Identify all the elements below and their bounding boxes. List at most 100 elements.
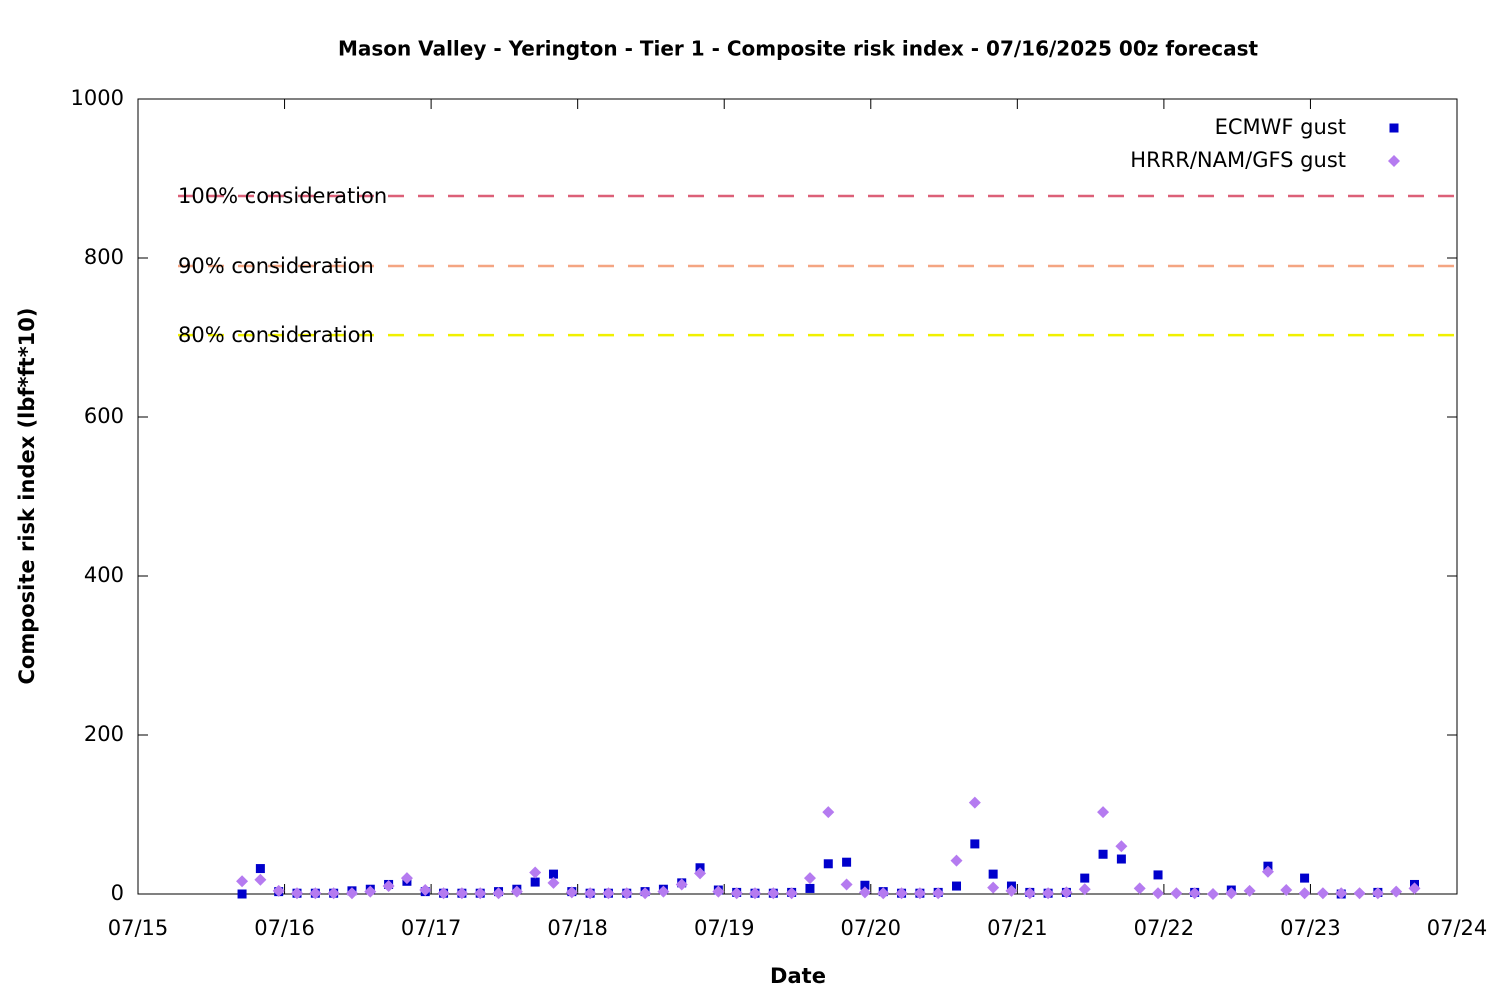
x-tick-label: 07/16 <box>254 916 315 940</box>
point <box>309 887 322 900</box>
x-tick-label: 07/20 <box>841 916 902 940</box>
point <box>547 876 560 889</box>
point <box>913 887 926 900</box>
point <box>1206 888 1219 900</box>
point <box>382 880 395 893</box>
point <box>1005 884 1018 897</box>
point <box>675 878 688 891</box>
y-tick-label: 800 <box>84 245 124 269</box>
plot-frame <box>137 98 1458 895</box>
legend-label: ECMWF gust <box>1215 115 1346 139</box>
point <box>805 883 815 893</box>
point <box>1353 887 1366 900</box>
point <box>840 878 853 891</box>
legend-marker <box>1389 123 1399 133</box>
point <box>1316 887 1329 900</box>
point <box>327 887 340 900</box>
point <box>400 872 413 885</box>
point <box>455 887 468 900</box>
legend-label: HRRR/NAM/GFS gust <box>1130 148 1346 172</box>
point <box>842 857 852 867</box>
point <box>1188 887 1201 900</box>
point <box>968 796 981 809</box>
point <box>877 887 890 900</box>
point <box>345 887 358 900</box>
point <box>254 873 267 886</box>
point <box>1300 873 1310 883</box>
x-tick-label: 07/15 <box>108 916 169 940</box>
point <box>1335 887 1348 900</box>
point <box>1097 806 1110 819</box>
x-tick-label: 07/17 <box>401 916 462 940</box>
point <box>584 887 597 900</box>
point <box>694 867 707 880</box>
point <box>803 872 816 885</box>
point <box>1243 884 1256 897</box>
point <box>1115 840 1128 853</box>
point <box>1152 887 1165 900</box>
point <box>492 887 505 900</box>
x-tick-label: 07/18 <box>547 916 608 940</box>
chart-title: Mason Valley - Yerington - Tier 1 - Comp… <box>338 37 1259 61</box>
point <box>548 869 558 879</box>
point <box>822 806 835 819</box>
point <box>364 885 377 898</box>
point <box>602 887 615 900</box>
point <box>1116 854 1126 864</box>
point <box>823 859 833 869</box>
point <box>237 889 247 899</box>
y-tick-label: 1000 <box>71 86 124 110</box>
x-tick-label: 07/23 <box>1280 916 1341 940</box>
point <box>988 869 998 879</box>
point <box>291 887 304 900</box>
point <box>1060 886 1073 899</box>
reference-label: 80% consideration <box>178 323 374 347</box>
point <box>1170 887 1183 900</box>
x-axis-label: Date <box>770 964 826 988</box>
point <box>987 881 1000 894</box>
point <box>510 885 523 898</box>
y-tick-label: 200 <box>84 722 124 746</box>
y-tick-label: 600 <box>84 404 124 428</box>
point <box>1078 883 1091 896</box>
point <box>437 887 450 900</box>
y-tick-label: 0 <box>111 881 124 905</box>
point <box>1023 887 1036 900</box>
point <box>970 839 980 849</box>
point <box>1390 885 1403 898</box>
point <box>529 866 542 879</box>
point <box>272 884 285 897</box>
legend-marker <box>1388 155 1400 167</box>
x-tick-label: 07/21 <box>987 916 1048 940</box>
point <box>748 887 761 900</box>
x-tick-label: 07/22 <box>1134 916 1195 940</box>
point <box>1408 882 1421 895</box>
point <box>474 887 487 900</box>
reference-label: 100% consideration <box>178 184 387 208</box>
point <box>1261 865 1274 878</box>
point <box>236 875 249 888</box>
point <box>1153 870 1163 880</box>
point <box>419 884 432 897</box>
point <box>639 887 652 900</box>
point <box>1298 887 1311 900</box>
x-tick-label: 07/19 <box>694 916 755 940</box>
point <box>565 886 578 899</box>
point <box>620 887 633 900</box>
point <box>895 887 908 900</box>
y-tick-label: 400 <box>84 563 124 587</box>
point <box>785 887 798 900</box>
point <box>1098 849 1108 859</box>
point <box>530 877 540 887</box>
point <box>1371 887 1384 900</box>
point <box>952 881 962 891</box>
point <box>657 885 670 898</box>
point <box>950 854 963 867</box>
x-tick-label: 07/24 <box>1427 916 1488 940</box>
point <box>1042 887 1055 900</box>
point <box>1133 882 1146 895</box>
y-axis-label: Composite risk index (lbf*ft*10) <box>15 307 39 684</box>
point <box>1225 887 1238 900</box>
reference-label: 90% consideration <box>178 254 374 278</box>
point <box>1280 884 1293 897</box>
